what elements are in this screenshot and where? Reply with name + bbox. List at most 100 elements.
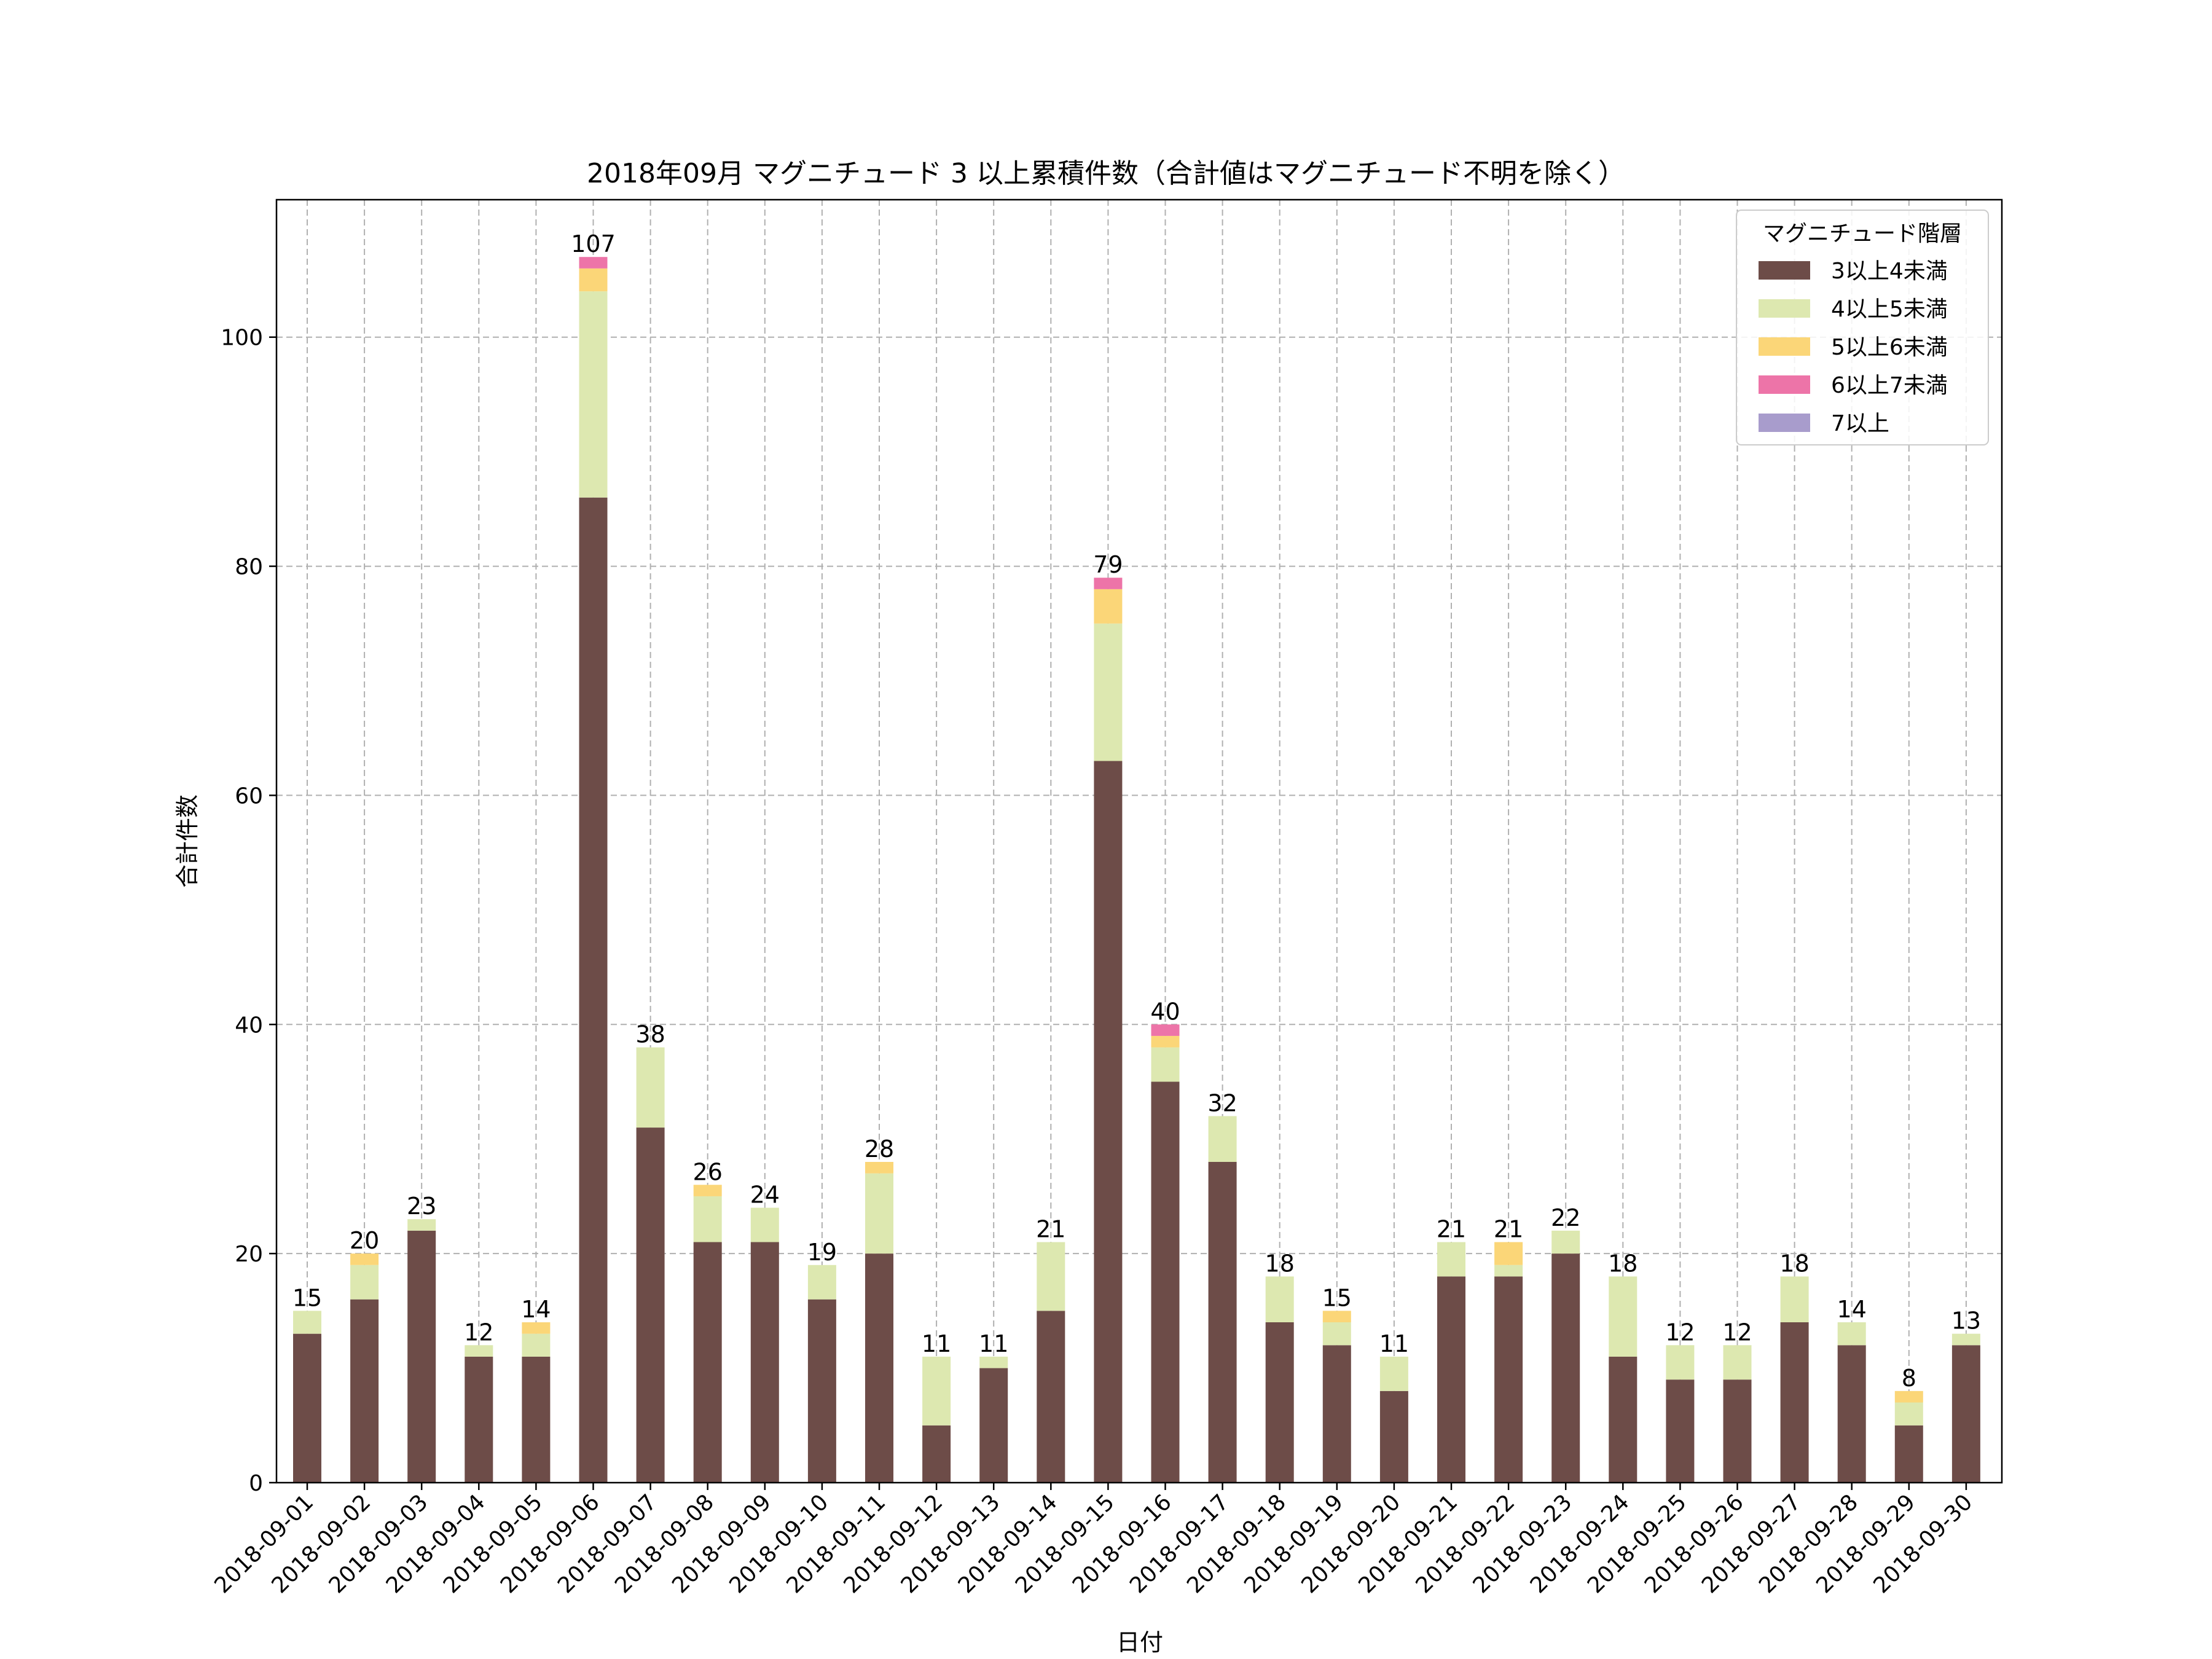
bar-segment-2 bbox=[636, 1047, 665, 1128]
bar-segment-2 bbox=[1379, 1356, 1408, 1391]
total-label: 21 bbox=[1437, 1216, 1466, 1243]
total-label: 18 bbox=[1779, 1250, 1809, 1277]
legend-items: 3以上4未満 4以上5未満 5以上6未満 6以上7未満 7以上 bbox=[1759, 259, 1948, 436]
total-label: 14 bbox=[521, 1296, 551, 1323]
bar-segment-1 bbox=[1208, 1162, 1237, 1483]
total-label: 19 bbox=[807, 1239, 837, 1266]
bar-segment-3 bbox=[350, 1253, 379, 1265]
x-tick-label: 2018-09-12 bbox=[839, 1489, 948, 1598]
x-tick-label: 2018-09-27 bbox=[1697, 1489, 1806, 1598]
total-label: 11 bbox=[1379, 1330, 1409, 1357]
bar-segment-2 bbox=[1951, 1333, 1980, 1346]
bar-segment-2 bbox=[1208, 1116, 1237, 1162]
bar-segment-2 bbox=[1780, 1276, 1809, 1322]
bar-segment-1 bbox=[922, 1425, 951, 1483]
bar-segment-2 bbox=[1894, 1402, 1923, 1426]
bar-segment-1 bbox=[293, 1333, 321, 1483]
bar-segment-3 bbox=[693, 1185, 722, 1196]
bar-segment-2 bbox=[865, 1173, 893, 1254]
total-label: 24 bbox=[750, 1182, 780, 1209]
bar-segment-2 bbox=[1437, 1242, 1465, 1277]
x-tick-label: 2018-09-16 bbox=[1068, 1489, 1177, 1598]
bar-segment-2 bbox=[1322, 1322, 1351, 1346]
bar-segment-3 bbox=[1494, 1242, 1523, 1265]
x-tick-label: 2018-09-15 bbox=[1011, 1489, 1120, 1598]
total-label: 14 bbox=[1837, 1296, 1867, 1323]
y-tick-label: 20 bbox=[235, 1242, 263, 1267]
bar-segment-2 bbox=[465, 1345, 493, 1357]
x-tick-label: 2018-09-05 bbox=[439, 1489, 547, 1598]
x-tick-label: 2018-09-22 bbox=[1411, 1489, 1520, 1598]
bars bbox=[293, 257, 1980, 1483]
x-tick-label: 2018-09-24 bbox=[1526, 1489, 1634, 1598]
legend-label: 6以上7未満 bbox=[1831, 373, 1948, 398]
bar-segment-2 bbox=[1494, 1265, 1523, 1277]
y-tick-label: 40 bbox=[235, 1013, 263, 1038]
bar-segment-4 bbox=[1151, 1024, 1180, 1036]
bar-segment-2 bbox=[522, 1333, 551, 1357]
x-tick-label: 2018-09-20 bbox=[1296, 1489, 1405, 1598]
y-axis: 0 20 40 60 80 100 bbox=[221, 326, 276, 1496]
total-label: 28 bbox=[865, 1135, 894, 1163]
bar-segment-2 bbox=[1265, 1276, 1294, 1322]
bar-segment-1 bbox=[1322, 1345, 1351, 1483]
bar-segment-2 bbox=[1837, 1322, 1866, 1346]
total-label: 38 bbox=[635, 1021, 665, 1048]
total-label: 12 bbox=[464, 1319, 493, 1346]
total-label: 12 bbox=[1665, 1319, 1695, 1346]
bar-segment-2 bbox=[922, 1356, 951, 1426]
bar-segment-1 bbox=[636, 1128, 665, 1483]
total-label: 15 bbox=[292, 1284, 322, 1311]
bar-segment-1 bbox=[693, 1242, 722, 1483]
x-tick-label: 2018-09-23 bbox=[1469, 1489, 1577, 1598]
bar-segment-1 bbox=[1265, 1322, 1294, 1483]
bar-segment-1 bbox=[1151, 1081, 1180, 1483]
bar-segment-1 bbox=[1037, 1311, 1065, 1483]
bar-segment-1 bbox=[350, 1299, 379, 1483]
total-label: 18 bbox=[1265, 1250, 1295, 1277]
y-axis-label: 合計件数 bbox=[174, 794, 201, 888]
bar-segment-1 bbox=[979, 1368, 1008, 1483]
bar-segment-2 bbox=[1151, 1047, 1180, 1082]
data-labels: 15 20 23 12 14 107 38 26 24 19 28 11 11 21 79 40 32 18 15 1… bbox=[292, 230, 1981, 1392]
legend-swatch bbox=[1759, 261, 1810, 280]
bar-segment-2 bbox=[1609, 1276, 1637, 1357]
bar-segment-2 bbox=[350, 1265, 379, 1300]
x-tick-label: 2018-09-02 bbox=[267, 1489, 376, 1598]
bar-segment-1 bbox=[1894, 1425, 1923, 1483]
bar-segment-2 bbox=[1094, 623, 1123, 761]
bar-segment-1 bbox=[579, 497, 608, 1483]
bar-segment-1 bbox=[1379, 1390, 1408, 1483]
legend-swatch bbox=[1759, 375, 1810, 394]
x-tick-label: 2018-09-13 bbox=[896, 1489, 1005, 1598]
y-tick-label: 60 bbox=[235, 783, 263, 809]
total-label: 18 bbox=[1608, 1250, 1637, 1277]
bar-segment-1 bbox=[522, 1356, 551, 1483]
bar-segment-3 bbox=[1322, 1311, 1351, 1322]
bar-segment-1 bbox=[1437, 1276, 1465, 1483]
total-label: 32 bbox=[1207, 1089, 1237, 1116]
total-label: 15 bbox=[1322, 1284, 1352, 1311]
bar-segment-1 bbox=[1551, 1253, 1580, 1483]
legend-label: 5以上6未満 bbox=[1831, 335, 1948, 360]
x-tick-label: 2018-09-25 bbox=[1583, 1489, 1692, 1598]
bar-segment-3 bbox=[865, 1162, 893, 1174]
x-tick-label: 2018-09-19 bbox=[1239, 1489, 1348, 1598]
bar-segment-1 bbox=[1951, 1345, 1980, 1483]
x-tick-label: 2018-09-14 bbox=[954, 1489, 1062, 1598]
y-tick-label: 100 bbox=[221, 326, 263, 351]
bar-segment-1 bbox=[1094, 761, 1123, 1483]
bar-segment-2 bbox=[1723, 1345, 1752, 1380]
x-tick-label: 2018-09-08 bbox=[610, 1489, 719, 1598]
total-label: 20 bbox=[350, 1227, 379, 1254]
bar-segment-2 bbox=[1666, 1345, 1695, 1380]
plot-frame bbox=[275, 198, 2003, 1484]
bar-segment-4 bbox=[1094, 578, 1123, 589]
x-tick-label: 2018-09-03 bbox=[324, 1489, 433, 1598]
x-tick-label: 2018-09-30 bbox=[1869, 1489, 1977, 1598]
legend: マグニチュード階層 3以上4未満 4以上5未満 5以上6未満 6以上7未満 7以上 bbox=[1736, 210, 1989, 445]
total-label: 12 bbox=[1722, 1319, 1752, 1346]
y-tick-label: 0 bbox=[249, 1471, 263, 1496]
x-tick-label: 2018-09-10 bbox=[724, 1489, 833, 1598]
